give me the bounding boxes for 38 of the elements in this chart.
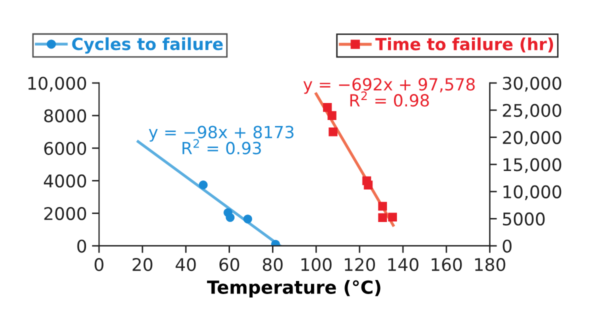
x-axis-title: Temperature (°C) — [207, 280, 380, 298]
x-tick-label: 80 — [262, 258, 283, 272]
point — [378, 202, 387, 211]
x-tick-label: 120 — [344, 258, 375, 272]
y2-tick-label: 25,000 — [502, 104, 562, 119]
y-tick-label: 4000 — [44, 174, 86, 188]
y-tick-label: 0 — [77, 240, 86, 253]
y2-tick-label: 15,000 — [504, 158, 562, 174]
x-tick-label: 160 — [432, 258, 462, 272]
point — [226, 213, 235, 222]
point — [328, 127, 338, 136]
y-tick-label: 6000 — [44, 142, 86, 155]
x-tick-label: 100 — [301, 258, 332, 272]
y-tick-label: 10,000 — [28, 76, 86, 92]
point — [198, 180, 208, 190]
point — [323, 103, 332, 112]
y2-tick-label: 20,000 — [502, 130, 562, 146]
legend-label: Cycles to failure — [72, 37, 223, 54]
y-tick-label: 8000 — [44, 109, 86, 122]
annotation: y = −98x + 8173 R$^{2}$ = 0.93 — [148, 126, 294, 154]
x-tick-label: 140 — [388, 258, 418, 272]
y2-tick-label: 30,000 — [502, 76, 562, 92]
y2-tick-label: 0 — [502, 240, 512, 253]
y2-tick-label: 10,000 — [504, 185, 562, 200]
x-tick-label: 20 — [132, 258, 152, 272]
x-tick-label: 0 — [94, 258, 104, 272]
x-tick-label: 40 — [176, 258, 196, 272]
x-tick-label: 180 — [475, 258, 506, 272]
y2-tick-label: 5000 — [502, 212, 545, 226]
point — [328, 111, 336, 120]
point — [378, 213, 387, 222]
y-tick-label: 2000 — [44, 206, 86, 220]
legend-label: Time to failure (hr) — [375, 37, 554, 52]
point — [243, 214, 252, 224]
point — [388, 212, 397, 222]
annotation: y = −692x + 97,578 R$^{2}$ = 0.98 — [303, 78, 475, 107]
point — [364, 180, 373, 190]
x-tick-label: 60 — [219, 258, 240, 272]
